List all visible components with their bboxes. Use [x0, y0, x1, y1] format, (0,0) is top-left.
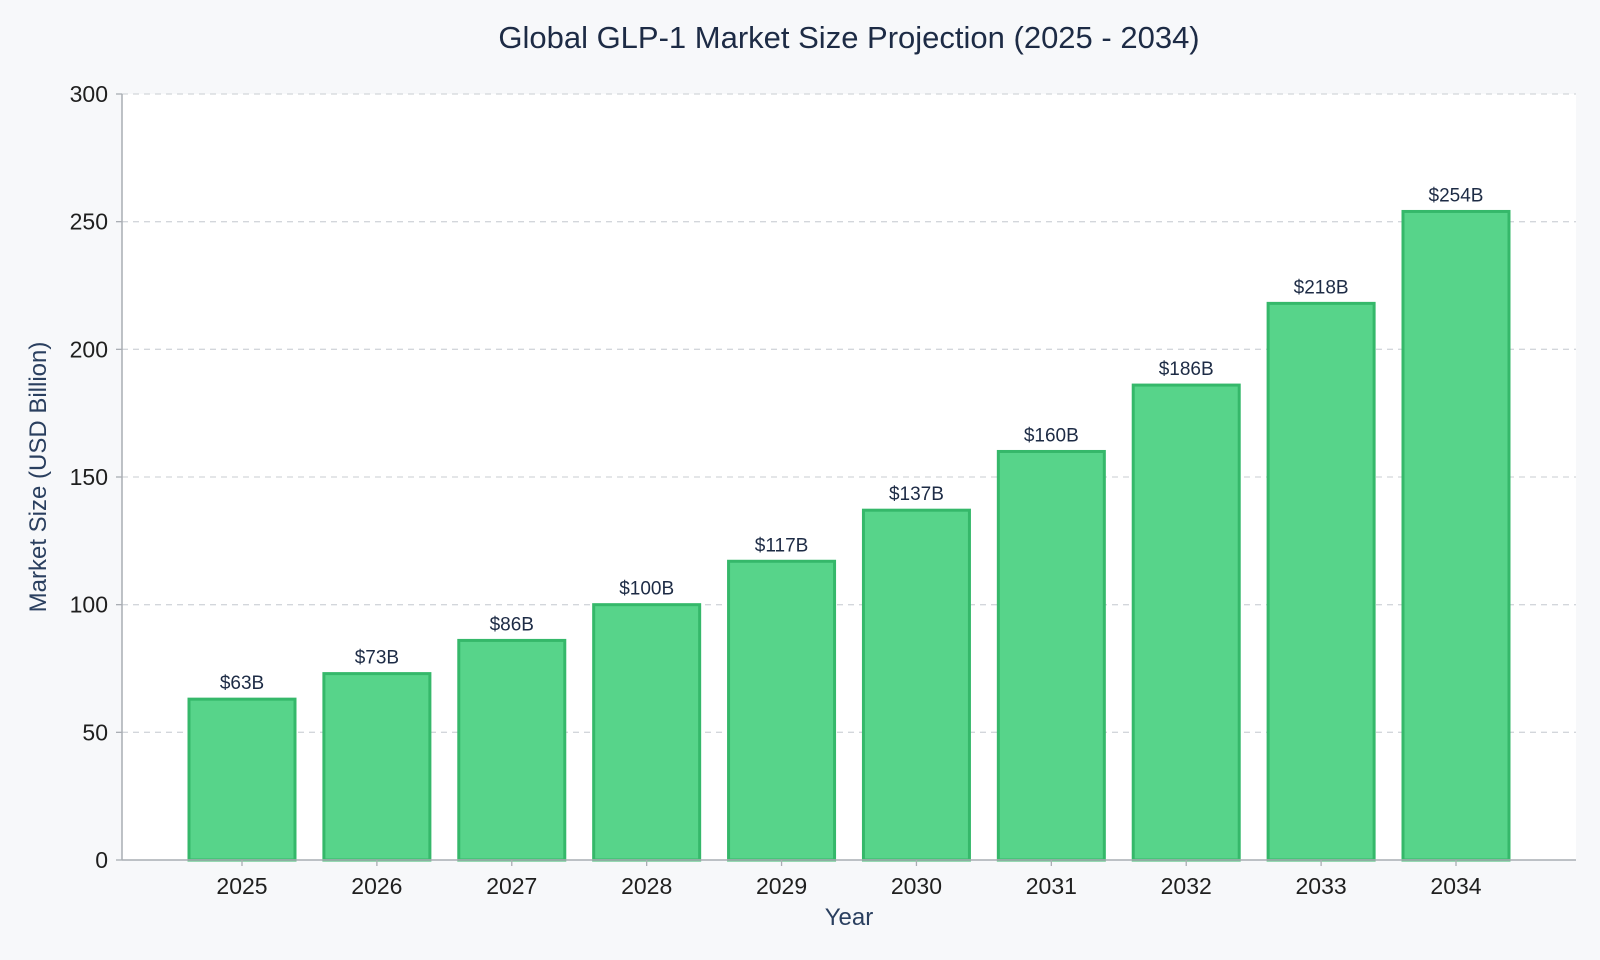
y-tick-label: 150 [70, 464, 108, 490]
bars [187, 209, 1511, 862]
x-tick-label: 2031 [1026, 873, 1077, 899]
bar [861, 508, 971, 862]
bar-value-label: $160B [1024, 425, 1079, 446]
x-tick-label: 2030 [891, 873, 942, 899]
y-axis-label: Market Size (USD Billion) [25, 342, 52, 613]
x-tick-label: 2028 [621, 873, 672, 899]
bar [1266, 301, 1376, 862]
x-axis-label: Year [825, 904, 874, 931]
bar-value-label: $100B [619, 579, 674, 600]
y-axis-ticks: 0 50 100 150 200 250 300 [70, 81, 122, 873]
x-tick-label: 2027 [486, 873, 537, 899]
bar-value-label: $73B [355, 648, 399, 669]
y-tick-label: 0 [95, 847, 108, 873]
bar [1401, 209, 1511, 862]
bar [592, 603, 702, 862]
bar [996, 449, 1106, 862]
y-tick-label: 300 [70, 81, 108, 107]
x-tick-label: 2025 [216, 873, 267, 899]
x-axis-ticks: 2025 2026 2027 2028 2029 2030 2031 2032 2033 2034 [216, 860, 1482, 899]
bar [457, 638, 567, 862]
bar-value-label: $86B [490, 614, 534, 635]
bar-value-label: $117B [755, 535, 809, 556]
chart-title: Global GLP-1 Market Size Projection (202… [498, 20, 1199, 55]
x-tick-label: 2034 [1430, 873, 1481, 899]
bar [322, 672, 432, 862]
bar [187, 697, 297, 862]
x-tick-label: 2026 [351, 873, 402, 899]
y-tick-label: 250 [70, 209, 108, 235]
y-tick-label: 100 [70, 592, 108, 618]
bar [1131, 383, 1241, 862]
y-tick-label: 200 [70, 336, 108, 362]
bar-value-label: $254B [1429, 185, 1484, 206]
x-tick-label: 2029 [756, 873, 807, 899]
bar-value-label: $137B [889, 484, 944, 505]
y-tick-label: 50 [82, 719, 108, 745]
data-labels: $63B $73B $86B $100B $117B $137B $160B $186B $21… [220, 185, 1484, 694]
bar [727, 559, 837, 862]
bar-value-label: $186B [1159, 359, 1214, 380]
x-tick-label: 2033 [1296, 873, 1347, 899]
x-tick-label: 2032 [1161, 873, 1212, 899]
bar-value-label: $218B [1294, 277, 1349, 298]
bar-value-label: $63B [220, 673, 264, 694]
